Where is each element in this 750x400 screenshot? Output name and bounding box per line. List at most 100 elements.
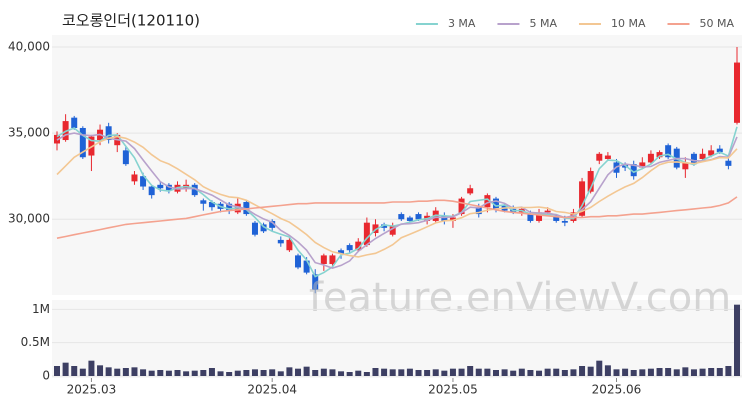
volume-bar xyxy=(286,367,293,376)
candle-body xyxy=(647,153,654,163)
candle-body xyxy=(208,202,215,208)
volume-bar xyxy=(467,366,474,376)
candle-body xyxy=(329,255,336,265)
legend-label: 3 MA xyxy=(448,17,476,30)
candle-body xyxy=(148,186,155,196)
candle-body xyxy=(716,148,723,153)
candle-body xyxy=(200,200,207,204)
candle-body xyxy=(527,214,534,221)
volume-bar xyxy=(277,371,284,376)
volume-bar xyxy=(157,370,164,376)
candle-body xyxy=(604,155,611,159)
candle-body xyxy=(398,214,405,220)
volume-bar xyxy=(639,369,646,376)
candle-body xyxy=(561,220,568,223)
candle-body xyxy=(596,153,603,161)
candle-body xyxy=(630,164,637,177)
volume-bar xyxy=(54,366,60,376)
volume-bar xyxy=(553,368,560,376)
candle-body xyxy=(355,241,362,251)
volume-bar xyxy=(303,366,310,376)
volume-bar xyxy=(570,369,577,376)
candle-body xyxy=(484,195,491,208)
candle-body xyxy=(295,255,302,268)
candle-body xyxy=(579,181,586,216)
candle-body xyxy=(406,217,413,221)
volume-bar xyxy=(88,360,95,376)
volume-bar xyxy=(708,368,715,376)
candle-body xyxy=(346,245,353,251)
volume-bar xyxy=(165,370,172,376)
candle-body xyxy=(536,212,543,221)
volume-bar xyxy=(122,368,129,376)
y-tick-label: 30,000 xyxy=(8,212,50,226)
volume-bar xyxy=(234,370,241,376)
candle-body xyxy=(441,215,448,221)
volume-bar xyxy=(587,366,594,376)
volume-bar xyxy=(604,365,611,376)
volume-bar xyxy=(725,366,732,376)
volume-bar xyxy=(217,371,224,376)
candle-body xyxy=(131,174,138,182)
volume-bar xyxy=(398,369,405,376)
volume-bar xyxy=(579,366,586,376)
candle-body xyxy=(475,207,482,215)
x-tick-label: 2025.05 xyxy=(428,383,478,397)
volume-bar xyxy=(501,369,508,376)
candle-body xyxy=(286,239,293,251)
ma-line xyxy=(56,196,738,239)
watermark: feature.enViewV.com xyxy=(309,275,731,321)
volume-bar xyxy=(406,368,413,376)
volume-bar xyxy=(415,370,422,376)
candle-body xyxy=(665,145,672,158)
candle-body xyxy=(338,250,345,254)
candle-body xyxy=(251,222,258,235)
candle-body xyxy=(140,176,147,187)
candle-body xyxy=(690,153,697,165)
volume-bar xyxy=(544,368,551,376)
y-tick-label: 0.5M xyxy=(21,335,50,349)
y-tick-label: 40,000 xyxy=(8,40,50,54)
price-panel xyxy=(52,35,742,295)
candle-body xyxy=(157,184,164,189)
legend-label: 10 MA xyxy=(611,17,646,30)
volume-bar xyxy=(492,370,499,376)
volume-bar xyxy=(699,368,706,376)
candle-body xyxy=(381,224,388,228)
volume-bar xyxy=(372,368,379,376)
volume-bar xyxy=(200,370,207,376)
volume-bar xyxy=(243,370,250,376)
candle-body xyxy=(312,274,319,290)
volume-bar xyxy=(475,368,482,376)
legend-label: 50 MA xyxy=(699,17,734,30)
volume-bar xyxy=(260,370,267,376)
volume-bar xyxy=(389,369,396,376)
volume-bar xyxy=(665,368,672,376)
volume-bar xyxy=(62,362,69,376)
volume-bar xyxy=(71,366,78,376)
volume-bar xyxy=(312,370,319,376)
candle-body xyxy=(458,198,465,215)
volume-bar xyxy=(338,371,345,376)
candle-body xyxy=(303,260,310,273)
candle-body xyxy=(682,162,689,170)
candle-body xyxy=(492,198,499,209)
volume-bar xyxy=(484,368,491,376)
volume-bar xyxy=(596,360,603,376)
candle-body xyxy=(544,210,551,213)
volume-bar xyxy=(381,368,388,376)
volume-bar xyxy=(561,370,568,376)
candle-body xyxy=(277,239,284,244)
volume-bar xyxy=(131,367,138,376)
candle-body xyxy=(725,160,732,166)
volume-bar xyxy=(673,369,680,376)
volume-bar xyxy=(647,368,654,376)
candle-body xyxy=(320,255,327,265)
volume-bar xyxy=(191,370,198,376)
y-tick-label: 35,000 xyxy=(8,126,50,140)
volume-bar xyxy=(355,370,362,376)
volume-bar xyxy=(656,368,663,376)
candle-body xyxy=(449,217,456,221)
volume-bar xyxy=(432,369,439,376)
volume-bar xyxy=(320,368,327,376)
